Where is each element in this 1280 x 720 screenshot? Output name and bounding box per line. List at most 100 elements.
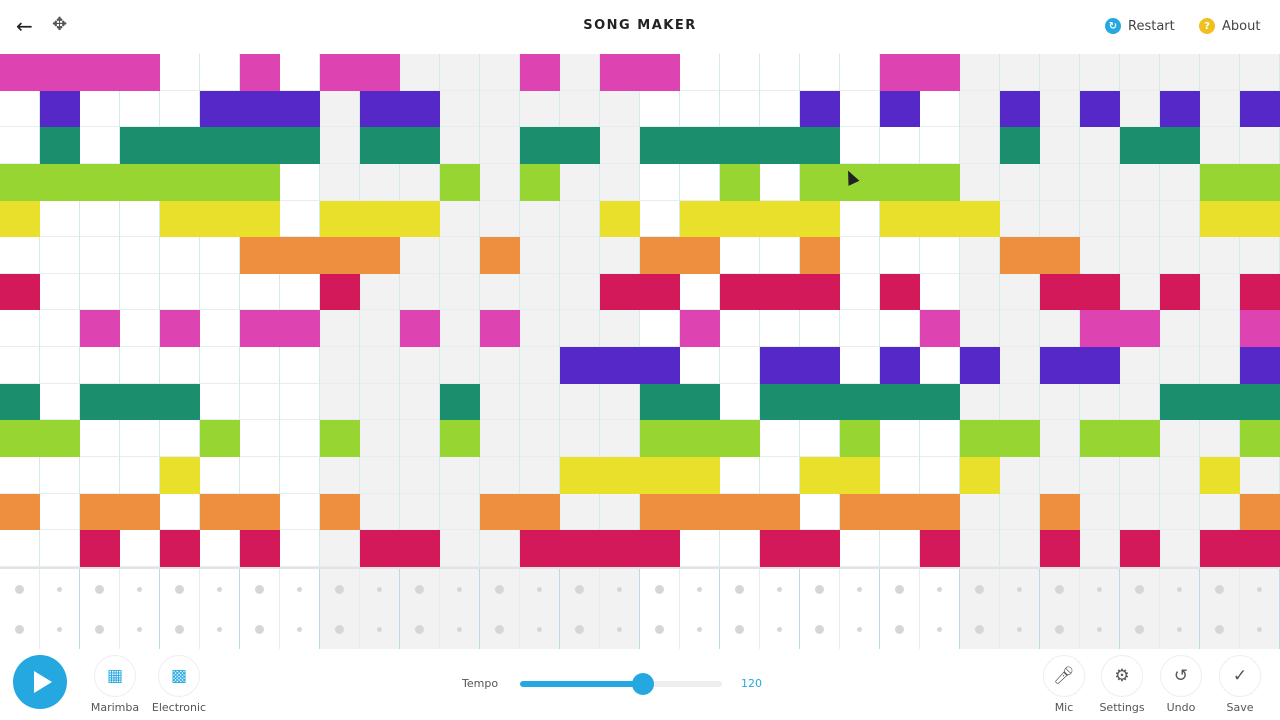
note-cell[interactable]	[560, 420, 600, 458]
drum-cell[interactable]	[920, 609, 960, 649]
note-cell[interactable]	[360, 493, 400, 531]
note-cell-active[interactable]	[640, 530, 680, 567]
note-cell[interactable]	[360, 420, 400, 458]
note-cell[interactable]	[960, 273, 1000, 311]
note-cell-active[interactable]	[1040, 347, 1080, 384]
drum-cell[interactable]	[800, 609, 840, 649]
note-cell-active[interactable]	[160, 383, 200, 421]
note-cell[interactable]	[1200, 493, 1240, 531]
drum-cell[interactable]	[0, 609, 40, 649]
note-cell[interactable]	[280, 54, 320, 91]
note-cell-active[interactable]	[200, 127, 240, 164]
note-cell-active[interactable]	[640, 347, 680, 384]
note-cell[interactable]	[560, 383, 600, 421]
note-cell[interactable]	[320, 457, 360, 494]
drum-cell[interactable]	[560, 609, 600, 649]
note-cell-active[interactable]	[120, 383, 160, 421]
note-cell-active[interactable]	[480, 310, 520, 348]
note-cell[interactable]	[1080, 200, 1120, 238]
note-cell[interactable]	[1000, 383, 1040, 421]
note-cell[interactable]	[720, 530, 760, 567]
note-cell[interactable]	[680, 90, 720, 128]
note-cell-active[interactable]	[640, 127, 680, 164]
drum-cell[interactable]	[640, 569, 680, 609]
note-cell[interactable]	[720, 383, 760, 421]
note-cell[interactable]	[560, 163, 600, 201]
note-cell[interactable]	[200, 237, 240, 274]
note-cell-active[interactable]	[400, 90, 440, 128]
note-cell[interactable]	[1080, 237, 1120, 274]
instrument-button[interactable]: ▦ Marimba	[85, 655, 145, 714]
drum-cell[interactable]	[480, 609, 520, 649]
drum-cell[interactable]	[840, 609, 880, 649]
note-cell[interactable]	[480, 457, 520, 494]
note-cell[interactable]	[280, 530, 320, 567]
note-cell-active[interactable]	[520, 493, 560, 531]
note-cell[interactable]	[480, 90, 520, 128]
note-cell[interactable]	[640, 163, 680, 201]
note-cell-active[interactable]	[40, 54, 80, 91]
note-cell[interactable]	[200, 383, 240, 421]
note-cell[interactable]	[1040, 127, 1080, 164]
note-cell-active[interactable]	[400, 200, 440, 238]
drum-cell[interactable]	[1040, 609, 1080, 649]
note-cell-active[interactable]	[720, 200, 760, 238]
note-cell-active[interactable]	[560, 127, 600, 164]
note-cell[interactable]	[720, 90, 760, 128]
note-cell[interactable]	[680, 273, 720, 311]
note-cell[interactable]	[560, 310, 600, 348]
note-cell-active[interactable]	[680, 310, 720, 348]
note-cell[interactable]	[320, 127, 360, 164]
note-cell-active[interactable]	[680, 420, 720, 458]
note-cell[interactable]	[1000, 347, 1040, 384]
drum-cell[interactable]	[360, 609, 400, 649]
note-cell[interactable]	[400, 347, 440, 384]
note-cell-active[interactable]	[1240, 273, 1280, 311]
note-cell[interactable]	[80, 237, 120, 274]
note-cell[interactable]	[160, 90, 200, 128]
note-cell-active[interactable]	[160, 200, 200, 238]
note-cell[interactable]	[1200, 127, 1240, 164]
note-cell-active[interactable]	[960, 457, 1000, 494]
note-cell[interactable]	[1000, 200, 1040, 238]
note-cell[interactable]	[600, 90, 640, 128]
note-cell[interactable]	[1240, 457, 1280, 494]
note-cell-active[interactable]	[560, 530, 600, 567]
drum-cell[interactable]	[680, 609, 720, 649]
note-cell[interactable]	[1240, 54, 1280, 91]
note-cell[interactable]	[280, 163, 320, 201]
note-cell[interactable]	[320, 90, 360, 128]
note-cell[interactable]	[840, 273, 880, 311]
note-cell-active[interactable]	[1040, 530, 1080, 567]
drum-cell[interactable]	[40, 609, 80, 649]
note-cell[interactable]	[1040, 310, 1080, 348]
tempo-handle[interactable]	[632, 673, 655, 695]
note-cell-active[interactable]	[720, 163, 760, 201]
note-cell[interactable]	[920, 347, 960, 384]
note-cell-active[interactable]	[880, 90, 920, 128]
note-cell[interactable]	[880, 127, 920, 164]
note-cell[interactable]	[1040, 163, 1080, 201]
note-cell[interactable]	[1120, 163, 1160, 201]
note-cell-active[interactable]	[1160, 90, 1200, 128]
note-cell-active[interactable]	[1240, 90, 1280, 128]
note-cell[interactable]	[1080, 530, 1120, 567]
note-cell-active[interactable]	[800, 200, 840, 238]
note-cell[interactable]	[1120, 457, 1160, 494]
note-cell-active[interactable]	[400, 127, 440, 164]
note-cell[interactable]	[0, 90, 40, 128]
note-cell-active[interactable]	[0, 383, 40, 421]
note-cell[interactable]	[800, 54, 840, 91]
note-cell[interactable]	[440, 273, 480, 311]
note-cell-active[interactable]	[880, 347, 920, 384]
note-cell[interactable]	[1080, 493, 1120, 531]
note-cell[interactable]	[840, 127, 880, 164]
note-cell[interactable]	[1000, 493, 1040, 531]
note-cell[interactable]	[600, 127, 640, 164]
note-cell-active[interactable]	[200, 420, 240, 458]
note-cell[interactable]	[800, 420, 840, 458]
note-cell[interactable]	[720, 347, 760, 384]
note-cell[interactable]	[760, 90, 800, 128]
drum-cell[interactable]	[240, 609, 280, 649]
note-cell[interactable]	[40, 493, 80, 531]
